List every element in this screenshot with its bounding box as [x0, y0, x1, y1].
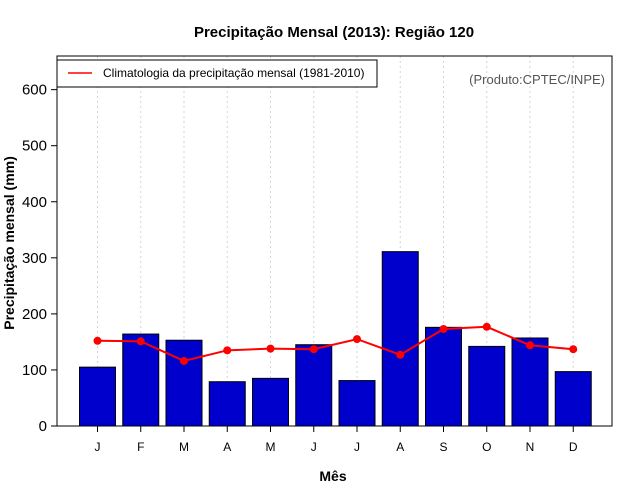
y-tick-label: 500 — [22, 138, 47, 155]
y-tick-label: 300 — [22, 250, 47, 267]
x-axis-title: Mês — [319, 468, 346, 484]
credit-text: (Produto:CPTEC/INPE) — [469, 72, 605, 87]
climatology-line — [97, 325, 574, 363]
x-tick-label: M — [179, 440, 189, 454]
y-tick-label: 200 — [22, 306, 47, 323]
y-tick-label: 400 — [22, 194, 47, 211]
x-tick-label: N — [526, 440, 535, 454]
climatology-series — [93, 322, 578, 365]
bar-3 — [208, 381, 246, 427]
y-tick-label: 600 — [22, 82, 47, 99]
legend-box — [56, 59, 378, 88]
x-tick-label: D — [569, 440, 578, 454]
climatology-point-1 — [136, 337, 145, 346]
legend-label: Climatologia da precipitação mensal (198… — [103, 66, 364, 80]
x-tick-label: J — [354, 440, 360, 454]
bar-11 — [554, 371, 592, 427]
y-tick-label: 100 — [22, 362, 47, 379]
y-tick-label: 0 — [39, 418, 47, 435]
x-tick-label: J — [311, 440, 317, 454]
bar-2 — [165, 339, 203, 427]
climatology-point-9 — [482, 322, 491, 331]
climatology-point-6 — [353, 335, 361, 344]
plot-frame — [56, 55, 613, 427]
bar-9 — [468, 345, 506, 427]
x-tick-label: A — [223, 440, 231, 454]
climatology-point-7 — [396, 350, 405, 359]
legend: Climatologia da precipitação mensal (198… — [56, 59, 378, 88]
bar-6 — [338, 380, 376, 427]
x-tick-label: F — [137, 440, 144, 454]
climatology-point-4 — [266, 344, 275, 353]
bar-8 — [425, 326, 462, 427]
climatology-point-2 — [180, 356, 188, 365]
bar-series — [79, 251, 592, 427]
x-tick-label: O — [482, 440, 491, 454]
climatology-point-5 — [309, 345, 318, 354]
x-tick-label: S — [439, 440, 447, 454]
x-tick-label: A — [396, 440, 404, 454]
climatology-point-3 — [223, 346, 232, 355]
x-tick-label: J — [95, 440, 101, 454]
bar-7 — [381, 251, 419, 427]
bar-4 — [252, 377, 289, 427]
climatology-point-10 — [526, 341, 534, 350]
y-axis-title: Precipitação mensal (mm) — [1, 156, 17, 330]
climatology-point-0 — [93, 336, 102, 345]
y-axis: 0 100 200 300 400 500 600 — [22, 82, 57, 435]
climatology-point-11 — [569, 345, 578, 354]
x-tick-label: M — [266, 440, 276, 454]
bar-5 — [295, 344, 333, 427]
bar-10 — [511, 337, 549, 427]
bar-0 — [79, 366, 116, 427]
chart-title: Precipitação Mensal (2013): Região 120 — [194, 24, 474, 41]
climatology-point-8 — [439, 325, 448, 334]
grid-lines — [97, 56, 574, 426]
